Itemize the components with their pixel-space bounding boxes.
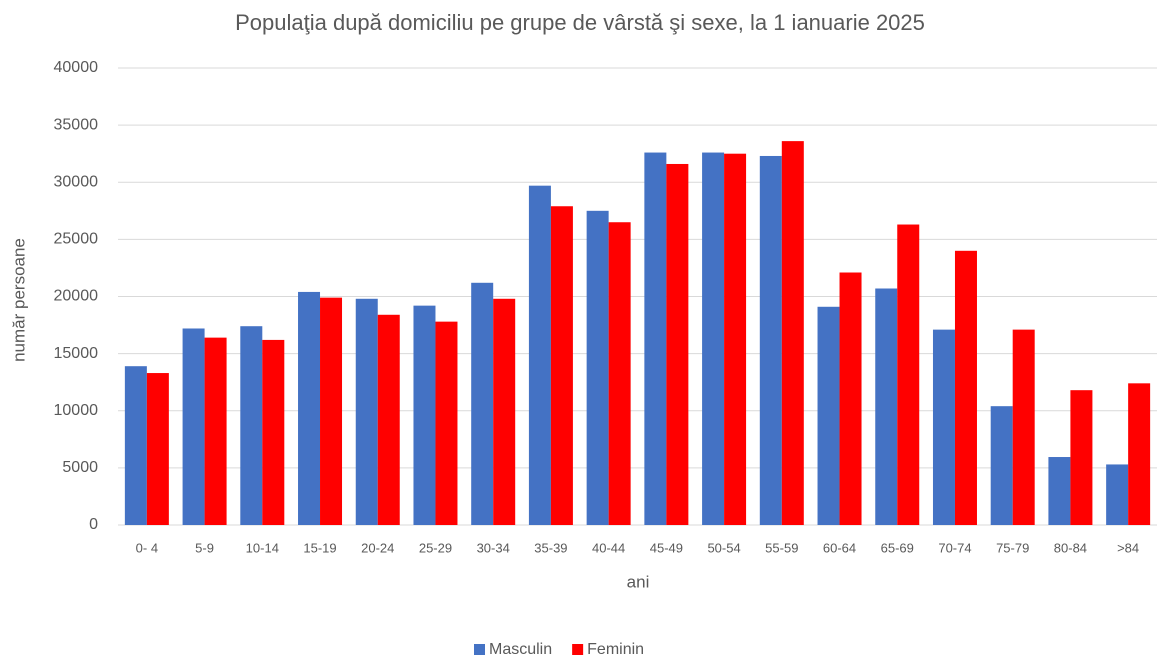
- x-tick-label: 10-14: [246, 540, 279, 555]
- bar: [355, 298, 378, 525]
- bar: [724, 153, 747, 525]
- bar: [240, 326, 263, 525]
- bar: [262, 339, 285, 525]
- bar: [320, 297, 343, 525]
- y-axis-label: număr persoane: [9, 238, 28, 362]
- x-tick-label: 55-59: [765, 540, 798, 555]
- legend-label: Masculin: [489, 641, 552, 658]
- bar: [875, 288, 898, 525]
- bar: [608, 222, 631, 526]
- x-tick-label: 75-79: [996, 540, 1029, 555]
- legend-swatch: [572, 644, 584, 655]
- bar: [932, 329, 955, 525]
- x-tick-label: 65-69: [881, 540, 914, 555]
- bar: [644, 152, 667, 526]
- bar: [1048, 457, 1071, 525]
- y-tick-label: 20000: [54, 288, 99, 305]
- bar: [1070, 390, 1093, 525]
- bar: [377, 314, 400, 525]
- bar: [493, 298, 516, 525]
- bar: [990, 406, 1013, 525]
- x-tick-label: 30-34: [477, 540, 510, 555]
- x-tick-label: 0- 4: [136, 540, 158, 555]
- bar: [204, 337, 227, 525]
- x-tick-label: 80-84: [1054, 540, 1087, 555]
- x-tick-label: 35-39: [534, 540, 567, 555]
- bar: [897, 224, 920, 525]
- chart-title: Populaţia după domiciliu pe grupe de vâr…: [235, 10, 925, 35]
- x-tick-label: 5-9: [195, 540, 214, 555]
- bar: [759, 155, 782, 525]
- y-tick-label: 30000: [54, 173, 99, 190]
- legend-label: Feminin: [587, 641, 644, 658]
- x-tick-label: 20-24: [361, 540, 394, 555]
- bar: [182, 328, 205, 525]
- bar: [1012, 329, 1035, 525]
- x-axis-label: ani: [627, 572, 650, 591]
- bar: [1106, 464, 1129, 525]
- y-tick-label: 35000: [54, 116, 99, 133]
- legend-swatch: [474, 644, 485, 655]
- y-tick-label: 25000: [54, 231, 99, 248]
- bar: [413, 305, 436, 525]
- bar: [839, 272, 862, 525]
- y-tick-label: 5000: [62, 459, 98, 476]
- x-tick-label: 70-74: [938, 540, 971, 555]
- x-tick-label: 25-29: [419, 540, 452, 555]
- x-tick-label: 15-19: [303, 540, 336, 555]
- x-tick-label: 50-54: [707, 540, 740, 555]
- x-tick-label: 45-49: [650, 540, 683, 555]
- bar: [586, 210, 609, 525]
- y-tick-label: 40000: [54, 59, 99, 76]
- bar: [528, 185, 551, 526]
- bar: [435, 321, 458, 525]
- y-tick-label: 10000: [54, 402, 99, 419]
- x-tick-label: >84: [1117, 540, 1139, 555]
- bar: [702, 152, 725, 526]
- bar: [954, 250, 977, 526]
- x-tick-label: 60-64: [823, 540, 856, 555]
- y-tick-label: 15000: [54, 345, 99, 362]
- bar: [666, 163, 689, 525]
- y-tick-label: 0: [89, 516, 98, 533]
- bar: [298, 291, 321, 525]
- bar: [817, 306, 840, 525]
- bar: [550, 206, 573, 525]
- x-tick-label: 40-44: [592, 540, 625, 555]
- bar: [124, 366, 147, 525]
- bar: [1128, 383, 1151, 525]
- bar: [471, 282, 494, 525]
- bar: [146, 373, 169, 525]
- bar: [781, 141, 804, 525]
